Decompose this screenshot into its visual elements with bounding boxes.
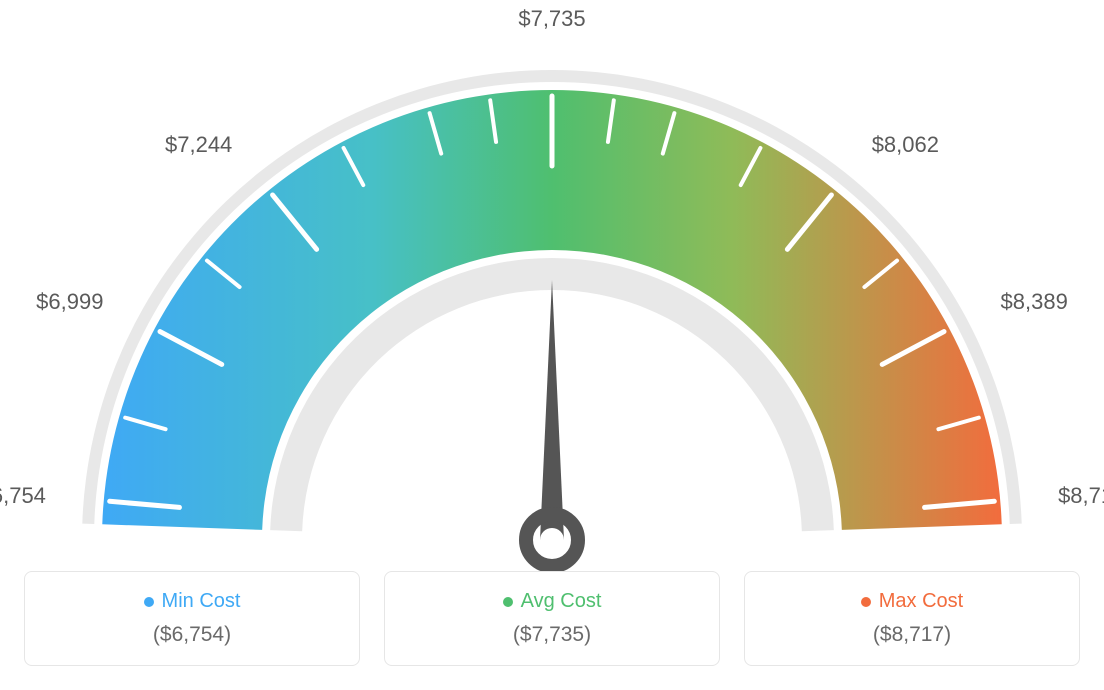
legend-row: Min Cost ($6,754) Avg Cost ($7,735) Max … <box>24 571 1080 666</box>
legend-card-avg: Avg Cost ($7,735) <box>384 571 720 666</box>
gauge-tick-label: $8,062 <box>872 132 939 158</box>
legend-card-min: Min Cost ($6,754) <box>24 571 360 666</box>
gauge-area: $6,754 $6,999 $7,244 $7,735 $8,062 $8,389 $8,7… <box>0 0 1104 560</box>
legend-min-title: Min Cost <box>144 590 241 613</box>
gauge-svg <box>0 40 1104 600</box>
legend-avg-title: Avg Cost <box>503 590 602 613</box>
legend-avg-label: Avg Cost <box>521 590 602 613</box>
gauge-tick-label: $8,717 <box>1058 483 1104 509</box>
cost-gauge-chart: { "gauge": { "type": "gauge", "min_value… <box>0 0 1104 690</box>
dot-icon <box>144 597 154 607</box>
legend-avg-value: ($7,735) <box>395 623 709 647</box>
gauge-tick-label: $6,999 <box>36 289 103 315</box>
gauge-tick-label: $6,754 <box>0 483 46 509</box>
legend-min-label: Min Cost <box>162 590 241 613</box>
gauge-tick-label: $7,244 <box>165 132 232 158</box>
gauge-tick-label: $8,389 <box>1001 289 1068 315</box>
dot-icon <box>503 597 513 607</box>
legend-max-value: ($8,717) <box>755 623 1069 647</box>
gauge-tick-label: $7,735 <box>518 6 585 32</box>
dot-icon <box>861 597 871 607</box>
legend-card-max: Max Cost ($8,717) <box>744 571 1080 666</box>
legend-max-label: Max Cost <box>879 590 963 613</box>
legend-max-title: Max Cost <box>861 590 963 613</box>
legend-min-value: ($6,754) <box>35 623 349 647</box>
